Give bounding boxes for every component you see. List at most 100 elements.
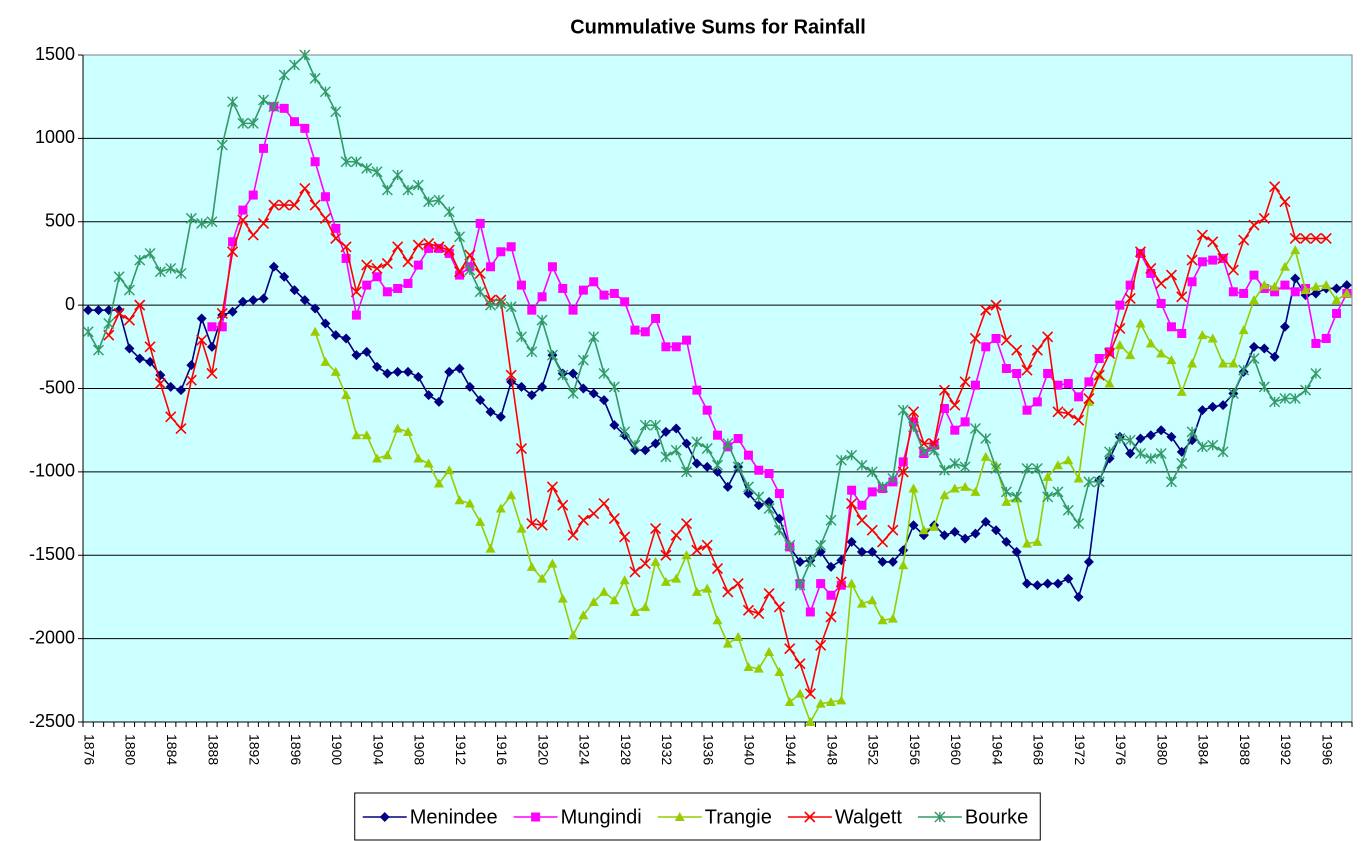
marker	[444, 366, 455, 377]
marker	[1321, 333, 1331, 343]
marker	[474, 267, 486, 280]
marker	[351, 430, 362, 440]
marker	[1165, 269, 1178, 281]
marker	[671, 342, 681, 352]
marker	[1258, 212, 1270, 224]
marker	[537, 573, 548, 583]
marker	[1228, 358, 1239, 368]
marker	[496, 247, 506, 257]
y-tick-label: 0	[65, 294, 75, 314]
marker	[815, 539, 827, 551]
marker	[279, 271, 290, 282]
marker	[660, 576, 671, 586]
marker	[402, 184, 414, 196]
marker	[340, 241, 352, 253]
marker	[310, 157, 320, 167]
x-tick-label: 1904	[370, 734, 386, 765]
marker	[722, 481, 733, 492]
marker	[753, 491, 765, 503]
marker	[1187, 277, 1197, 287]
marker	[650, 419, 662, 431]
marker	[1062, 407, 1074, 420]
marker	[341, 390, 352, 400]
x-tick-label: 1956	[907, 734, 923, 765]
marker	[938, 464, 950, 476]
marker	[1165, 476, 1177, 488]
marker	[114, 305, 125, 316]
marker	[1062, 504, 1074, 516]
marker	[897, 466, 909, 478]
marker	[877, 615, 888, 625]
y-tick-label: -1000	[29, 461, 75, 481]
marker	[1001, 363, 1011, 373]
marker	[835, 576, 847, 588]
marker	[877, 536, 889, 548]
marker	[599, 290, 609, 300]
marker	[846, 497, 858, 510]
marker	[825, 696, 836, 706]
marker	[970, 380, 980, 390]
marker	[1310, 281, 1321, 291]
marker	[1052, 460, 1063, 470]
marker	[578, 285, 588, 295]
x-tick-label: 1908	[412, 734, 428, 765]
marker	[1269, 351, 1280, 362]
marker	[764, 469, 774, 479]
marker	[846, 536, 857, 547]
marker	[908, 520, 919, 531]
marker	[970, 528, 981, 539]
marker	[424, 243, 434, 253]
marker	[247, 229, 259, 241]
marker	[907, 406, 920, 418]
marker	[866, 524, 878, 536]
marker	[825, 561, 836, 572]
marker	[1032, 397, 1042, 407]
marker	[1156, 348, 1167, 358]
marker	[1042, 331, 1054, 343]
marker	[599, 586, 610, 596]
marker	[742, 481, 754, 493]
marker	[464, 498, 475, 508]
marker	[1000, 334, 1012, 346]
marker	[877, 481, 889, 493]
marker	[867, 546, 878, 557]
marker	[258, 293, 269, 304]
marker	[774, 666, 785, 676]
marker	[846, 449, 858, 461]
marker	[1238, 234, 1250, 246]
x-tick-label: 1980	[1154, 734, 1170, 765]
marker	[774, 489, 784, 499]
marker	[732, 578, 744, 590]
marker	[588, 331, 600, 343]
marker	[764, 646, 775, 656]
marker	[1300, 285, 1311, 295]
marker	[1310, 367, 1322, 379]
marker	[794, 658, 806, 670]
marker	[609, 288, 619, 298]
marker	[134, 299, 146, 311]
marker	[134, 353, 145, 364]
marker	[1104, 446, 1116, 458]
marker	[165, 381, 176, 392]
marker	[1145, 262, 1157, 275]
marker	[350, 286, 362, 298]
x-tick-label: 1896	[288, 734, 304, 765]
marker	[331, 223, 341, 233]
marker	[361, 430, 372, 440]
marker	[1310, 232, 1322, 244]
marker	[1207, 236, 1219, 248]
marker	[1289, 393, 1301, 404]
marker	[516, 381, 527, 392]
marker	[629, 439, 641, 451]
marker	[557, 369, 569, 381]
marker	[259, 143, 269, 153]
marker	[1187, 358, 1198, 368]
marker	[443, 244, 455, 256]
x-tick-label: 1984	[1196, 734, 1212, 765]
legend-label: Trangie	[705, 806, 772, 828]
marker	[547, 558, 558, 568]
marker	[1238, 364, 1250, 376]
marker	[567, 529, 579, 541]
marker	[515, 331, 527, 343]
marker	[536, 314, 548, 326]
